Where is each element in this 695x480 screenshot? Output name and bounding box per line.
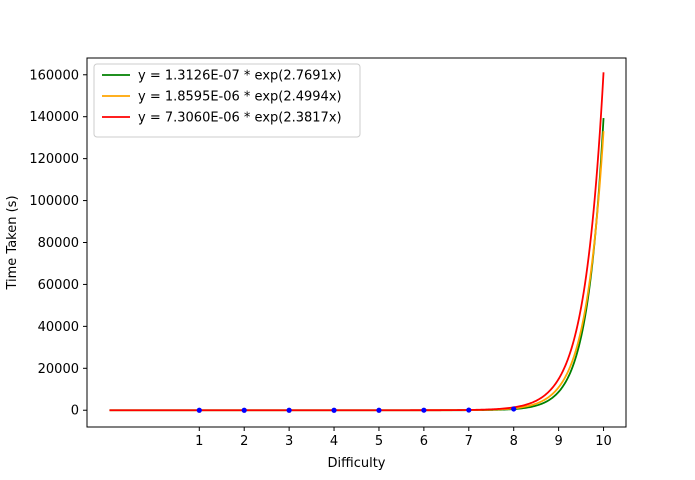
plot-area xyxy=(109,72,605,413)
x-tick-label: 8 xyxy=(510,434,518,449)
legend-label: y = 7.3060E-06 * exp(2.3817x) xyxy=(138,111,342,126)
series-line-3 xyxy=(109,72,605,412)
data-point xyxy=(511,406,517,412)
legend: y = 1.3126E-07 * exp(2.7691x) y = 1.8595E… xyxy=(93,63,361,138)
data-point xyxy=(286,407,292,413)
x-tick-label: 6 xyxy=(420,434,428,449)
data-point xyxy=(331,407,337,413)
y-tick-label: 0 xyxy=(71,404,79,419)
x-tick-label: 10 xyxy=(595,434,612,449)
y-tick-label: 60000 xyxy=(38,278,79,293)
data-point xyxy=(196,407,202,413)
y-tick-label: 140000 xyxy=(29,110,79,125)
x-tick-label: 1 xyxy=(195,434,203,449)
x-tick-label: 7 xyxy=(465,434,473,449)
legend-box xyxy=(93,63,361,138)
y-tick-label: 120000 xyxy=(29,152,79,167)
x-axis-label: Difficulty xyxy=(328,456,386,471)
y-tick-label: 40000 xyxy=(38,320,79,335)
y-axis-label: Time Taken (s) xyxy=(5,195,20,290)
y-tick-label: 80000 xyxy=(38,236,79,251)
legend-label: y = 1.8595E-06 * exp(2.4994x) xyxy=(138,90,342,105)
data-point xyxy=(466,407,472,413)
data-point xyxy=(241,407,247,413)
x-tick-label: 3 xyxy=(285,434,293,449)
y-tick-label: 160000 xyxy=(29,68,79,83)
data-point xyxy=(376,407,382,413)
y-tick-label: 20000 xyxy=(38,362,79,377)
legend-label: y = 1.3126E-07 * exp(2.7691x) xyxy=(138,69,342,84)
x-tick-label: 9 xyxy=(554,434,562,449)
ticks: 1 2 3 4 5 6 7 8 9 10 0 20000 40000 60000 80000 100000 12… xyxy=(29,68,611,449)
y-tick-label: 100000 xyxy=(29,194,79,209)
x-tick-label: 2 xyxy=(240,434,248,449)
x-tick-label: 5 xyxy=(375,434,383,449)
x-tick-label: 4 xyxy=(330,434,338,449)
data-point xyxy=(421,407,427,413)
